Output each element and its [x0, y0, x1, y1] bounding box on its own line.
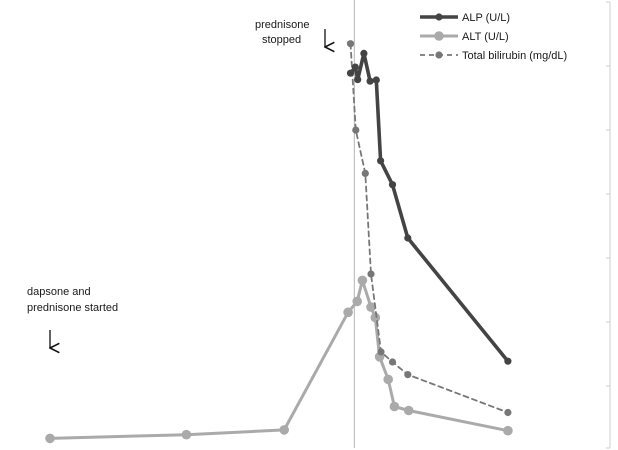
point-s0-9: [504, 357, 512, 365]
legend: ALP (U/L) ALT (U/L) Total bilirubin (mg/dL…: [420, 12, 567, 62]
point-s2-7: [504, 408, 512, 417]
point-s2-5: [388, 358, 397, 366]
legend-marker-0: [435, 13, 443, 21]
annotation-dapsone-started: dapsone and prednisone started: [27, 286, 118, 314]
point-s0-7: [388, 181, 397, 189]
plot-frame: [606, 1, 611, 449]
point-s0-2: [354, 76, 362, 84]
point-s2-2: [361, 169, 369, 177]
series-2: [346, 40, 512, 417]
point-s1-2: [279, 425, 290, 435]
series-line-2: [349, 42, 509, 414]
point-s1-12: [503, 425, 513, 436]
series-1: [45, 275, 513, 444]
series-line-1: [48, 278, 510, 440]
point-s1-10: [389, 401, 400, 412]
point-s1-4: [352, 296, 363, 307]
legend-marker-2: [435, 51, 443, 59]
legend-label-2: Total bilirubin (mg/dL): [462, 50, 567, 62]
legend-label-1: ALT (U/L): [462, 31, 509, 43]
point-s0-4: [366, 77, 374, 85]
point-s2-4: [377, 348, 385, 356]
point-s1-6: [366, 302, 376, 312]
point-s1-3: [343, 307, 353, 318]
point-s0-5: [372, 76, 380, 84]
point-s1-1: [181, 429, 192, 440]
legend-marker-1: [434, 31, 444, 41]
point-s0-3: [360, 49, 368, 58]
point-s1-5: [357, 275, 368, 286]
point-s0-0: [346, 69, 355, 77]
point-s1-11: [403, 405, 414, 416]
point-s1-9: [383, 374, 394, 385]
series-0: [346, 49, 512, 365]
point-s2-1: [352, 126, 360, 134]
point-s2-0: [346, 40, 355, 48]
point-s1-7: [370, 312, 381, 323]
legend-label-0: ALP (U/L): [462, 12, 510, 24]
annotation-prednisone-stopped: prednisone stopped: [255, 19, 309, 46]
point-s2-6: [404, 371, 412, 379]
series-layer: [45, 40, 513, 444]
point-s0-1: [351, 63, 359, 71]
point-s2-3: [367, 270, 375, 278]
point-s0-8: [404, 234, 412, 242]
point-s0-6: [377, 157, 385, 165]
point-s1-0: [45, 433, 55, 444]
annotations: prednisone stopped dapsone and prednisone s…: [27, 0, 355, 448]
